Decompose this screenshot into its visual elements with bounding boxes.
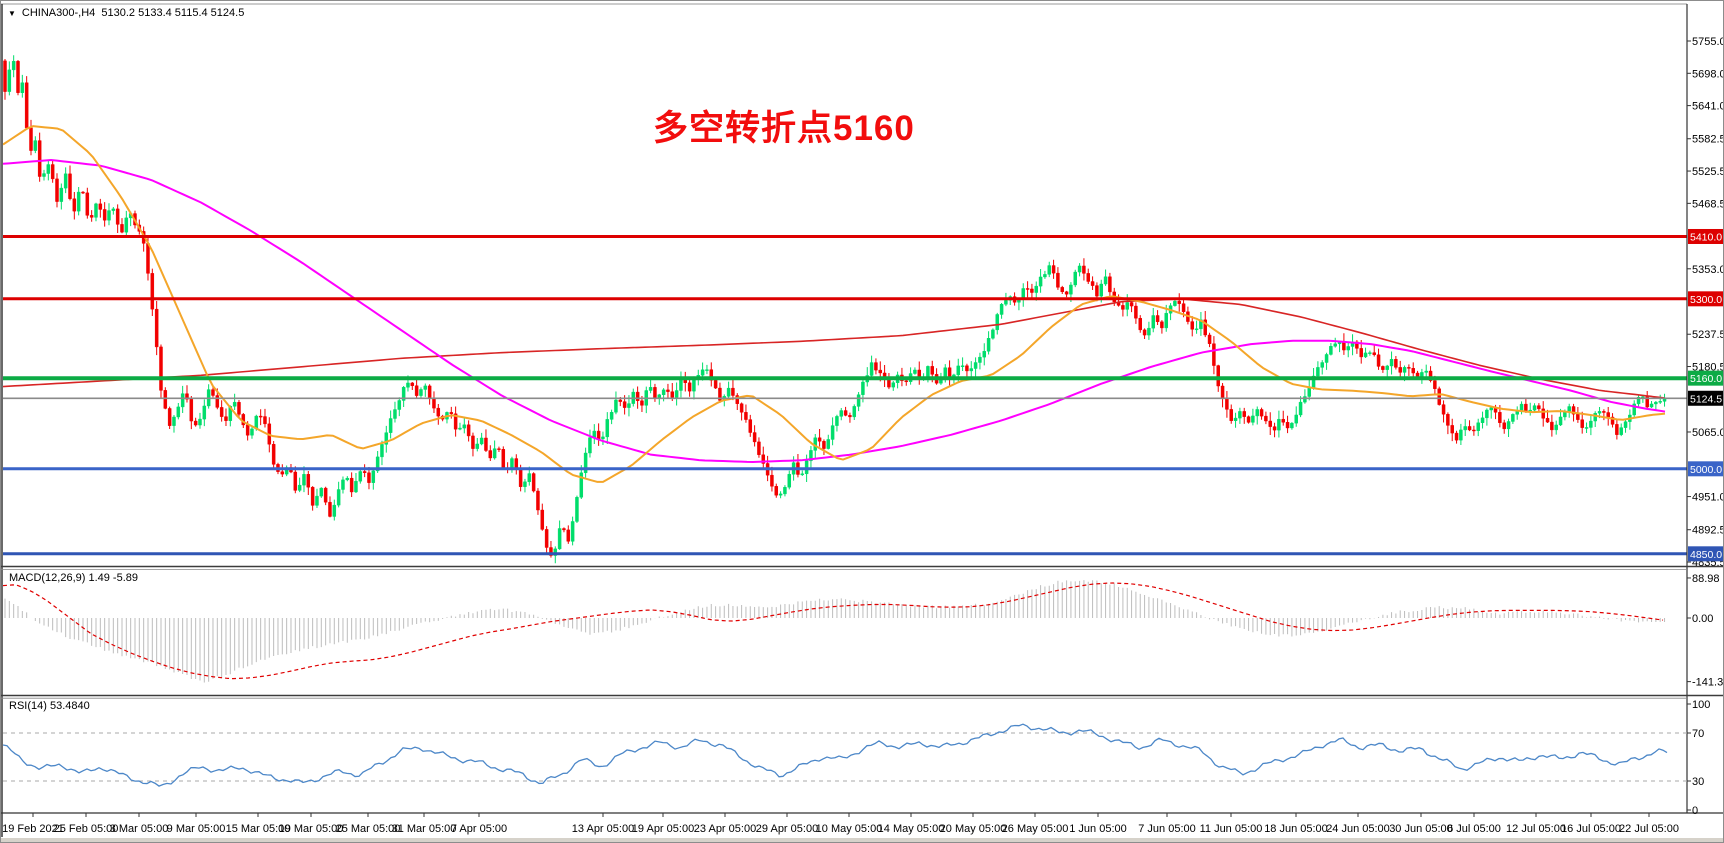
- time-tick-label: 29 Apr 05:00: [756, 823, 818, 835]
- time-tick-label: 25 Mar 05:00: [336, 823, 401, 835]
- axis-label: 4850.0: [1690, 549, 1722, 561]
- bullish-candle-bodies: [7, 60, 1667, 556]
- time-tick-label: 18 Jun 05:00: [1264, 823, 1328, 835]
- axis-label: 5300.0: [1690, 294, 1722, 306]
- price-tag: [1688, 228, 1723, 244]
- axis-label: 5755.0: [1692, 36, 1724, 48]
- ma-red-line: [3, 298, 1666, 399]
- time-tick-label: 10 May 05:00: [816, 823, 883, 835]
- axis-label: 70: [1692, 728, 1704, 740]
- time-tick-label: 7 Jun 05:00: [1138, 823, 1196, 835]
- axis-label: 5237.5: [1692, 329, 1724, 341]
- time-tick-label: 14 May 05:00: [878, 823, 945, 835]
- time-tick-label: 7 Apr 05:00: [451, 823, 507, 835]
- symbol-ohlc-text: CHINA300-,H4 5130.2 5133.4 5115.4 5124.5: [21, 7, 245, 19]
- panel-frame: [1, 3, 1723, 837]
- axis-label: 5468.5: [1692, 198, 1724, 210]
- price-tag: [1688, 461, 1723, 477]
- axis-label: 5160.0: [1690, 373, 1722, 385]
- time-tick-label: 6 Jul 05:00: [1447, 823, 1501, 835]
- axis-label: 0.00: [1692, 613, 1713, 625]
- rsi-line: [3, 723, 1668, 787]
- time-tick-label: 26 May 05:00: [1002, 823, 1069, 835]
- time-tick-label: 19 Apr 05:00: [632, 823, 694, 835]
- time-tick-label: 24 Jun 05:00: [1326, 823, 1390, 835]
- time-tick-label: 25 Feb 05:00: [54, 823, 119, 835]
- time-tick-label: 19 Feb 2021: [2, 823, 64, 835]
- rsi-panel[interactable]: [3, 723, 1687, 787]
- time-tick-label: 12 Jul 05:00: [1506, 823, 1566, 835]
- time-tick-label: 23 Apr 05:00: [694, 823, 756, 835]
- price-axis[interactable]: 5755.0 5698.0 5641.0 5582.5 5525.5 5468.5 5353…: [1687, 36, 1724, 817]
- time-tick-label: 15 Mar 05:00: [226, 823, 291, 835]
- axis-label: -141.39: [1692, 677, 1724, 689]
- axis-label: 5641.0: [1692, 101, 1724, 113]
- axis-label: 5000.0: [1690, 464, 1722, 476]
- axis-label: 5065.0: [1692, 427, 1724, 439]
- axis-label: 5525.5: [1692, 166, 1724, 178]
- ma-magenta-line: [3, 158, 1666, 463]
- time-tick-label: 19 Mar 05:00: [279, 823, 344, 835]
- time-tick-label: 16 Jul 05:00: [1561, 823, 1621, 835]
- axis-label: 88.98: [1692, 573, 1720, 585]
- axis-label: 4951.0: [1692, 492, 1724, 504]
- price-tag: [1688, 291, 1723, 307]
- time-tick-label: 13 Apr 05:00: [572, 823, 634, 835]
- axis-label: 5698.0: [1692, 68, 1724, 80]
- axis-label: 5410.0: [1690, 231, 1722, 243]
- time-tick-label: 22 Jul 05:00: [1619, 823, 1679, 835]
- macd-panel[interactable]: [3, 580, 1666, 683]
- axis-label: 4892.5: [1692, 525, 1724, 537]
- pivot-annotation-text: 多空转折点5160: [653, 109, 915, 148]
- time-tick-label: 20 May 05:00: [940, 823, 1007, 835]
- horizontal-levels[interactable]: [3, 235, 1687, 556]
- time-tick-label: 11 Jun 05:00: [1200, 823, 1263, 835]
- window-bottom-edge: [1, 838, 1723, 842]
- price-tag: [1688, 546, 1723, 562]
- time-tick-label: 9 Mar 05:00: [167, 823, 226, 835]
- symbol-header: ▼ CHINA300-,H4 5130.2 5133.4 5115.4 5124…: [8, 7, 244, 19]
- axis-label: 0: [1692, 805, 1698, 817]
- ma-orange-line: [3, 125, 1666, 483]
- time-tick-label: 3 Mar 05:00: [110, 823, 169, 835]
- axis-label: 5353.0: [1692, 264, 1724, 276]
- macd-indicator-label: MACD(12,26,9) 1.49 -5.89: [9, 572, 139, 584]
- symbol-dropdown-icon[interactable]: ▼: [8, 8, 16, 18]
- price-tag: [1688, 370, 1723, 386]
- macd-histogram: [4, 580, 1666, 683]
- time-tick-label: 31 Mar 05:00: [392, 823, 457, 835]
- axis-label: 30: [1692, 776, 1704, 788]
- time-tick-label: 1 Jun 05:00: [1069, 823, 1127, 835]
- time-tick-label: 30 Jun 05:00: [1389, 823, 1453, 835]
- axis-label: 5124.5: [1690, 393, 1722, 405]
- axis-label: 5180.5: [1692, 362, 1724, 374]
- price-tag: [1688, 390, 1723, 406]
- macd-signal-line: [3, 582, 1664, 680]
- axis-label: 100: [1692, 699, 1710, 711]
- rsi-indicator-label: RSI(14) 53.4840: [9, 700, 90, 712]
- axis-label: 5582.5: [1692, 134, 1724, 146]
